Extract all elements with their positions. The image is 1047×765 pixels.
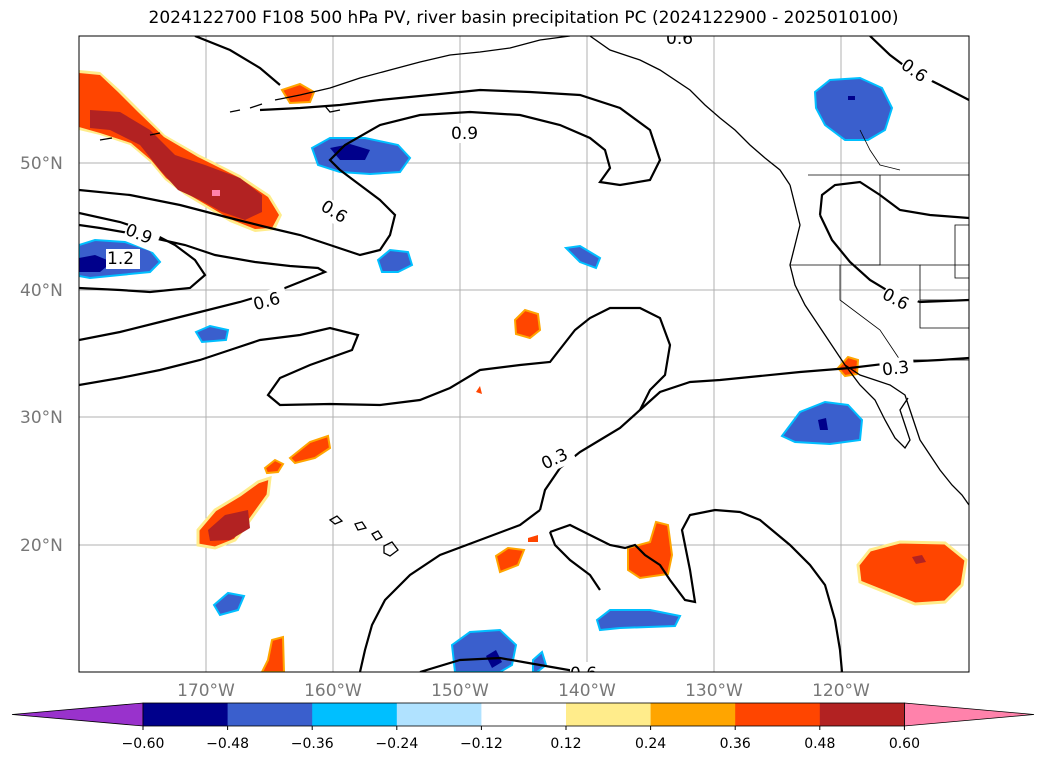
colorbar-tick-label: −0.24 — [375, 736, 418, 752]
map-frame — [78, 35, 970, 673]
colorbar-tick-label: 0.48 — [804, 736, 835, 752]
lat-label: 30°N — [20, 408, 63, 428]
colorbar-ticks: −0.60 −0.48 −0.36 −0.24 −0.12 0.12 0.24 0.36 0.4… — [122, 726, 920, 752]
colorbar-swatch — [143, 703, 229, 726]
contour-label: 0.6 — [666, 29, 693, 49]
lon-label: 150°W — [431, 681, 489, 701]
colorbar-tick-label: 0.24 — [635, 736, 666, 752]
lat-label: 50°N — [20, 154, 63, 174]
colorbar-extend-low — [11, 702, 144, 727]
colorbar-swatch — [396, 703, 482, 726]
map-title: 2024122700 F108 500 hPa PV, river basin … — [148, 8, 899, 28]
lon-label: 160°W — [304, 681, 362, 701]
colorbar-border — [142, 702, 905, 727]
colorbar-tick-label: −0.36 — [291, 736, 334, 752]
longitude-labels: 170°W 160°W 150°W 140°W 130°W 120°W — [177, 681, 870, 701]
colorbar-swatch — [566, 703, 652, 726]
colorbar-swatch — [312, 703, 398, 726]
lon-label: 170°W — [177, 681, 235, 701]
colorbar-swatch — [227, 703, 313, 726]
lat-label: 40°N — [20, 281, 63, 301]
colorbar-tick-label: −0.12 — [460, 736, 503, 752]
colorbar-tick-label: −0.60 — [122, 736, 165, 752]
contour-label: 0.3 — [881, 358, 910, 381]
precip-positive-regions — [79, 70, 968, 672]
contour-label: 0.6 — [570, 664, 597, 684]
lat-label: 20°N — [20, 536, 63, 556]
lon-label: 120°W — [812, 681, 870, 701]
colorbar-swatch — [735, 703, 821, 726]
colorbar — [11, 702, 1035, 727]
colorbar-swatch — [481, 703, 567, 726]
colorbar-extend-high — [904, 702, 1035, 727]
lon-label: 130°W — [685, 681, 743, 701]
colorbar-swatch — [819, 703, 905, 726]
contour-label: 1.2 — [107, 249, 134, 269]
lon-label: 140°W — [558, 681, 616, 701]
precip-negative-regions — [79, 76, 894, 672]
contour-label: 0.9 — [451, 124, 478, 144]
colorbar-tick-label: −0.48 — [206, 736, 249, 752]
colorbar-swatch — [650, 703, 736, 726]
map-area — [79, 36, 969, 672]
latitude-labels: 50°N 40°N 30°N 20°N — [20, 154, 63, 556]
coastlines — [99, 36, 969, 557]
colorbar-tick-label: 0.12 — [550, 736, 581, 752]
colorbar-tick-label: 0.36 — [720, 736, 751, 752]
colorbar-tick-label: 0.60 — [889, 736, 920, 752]
